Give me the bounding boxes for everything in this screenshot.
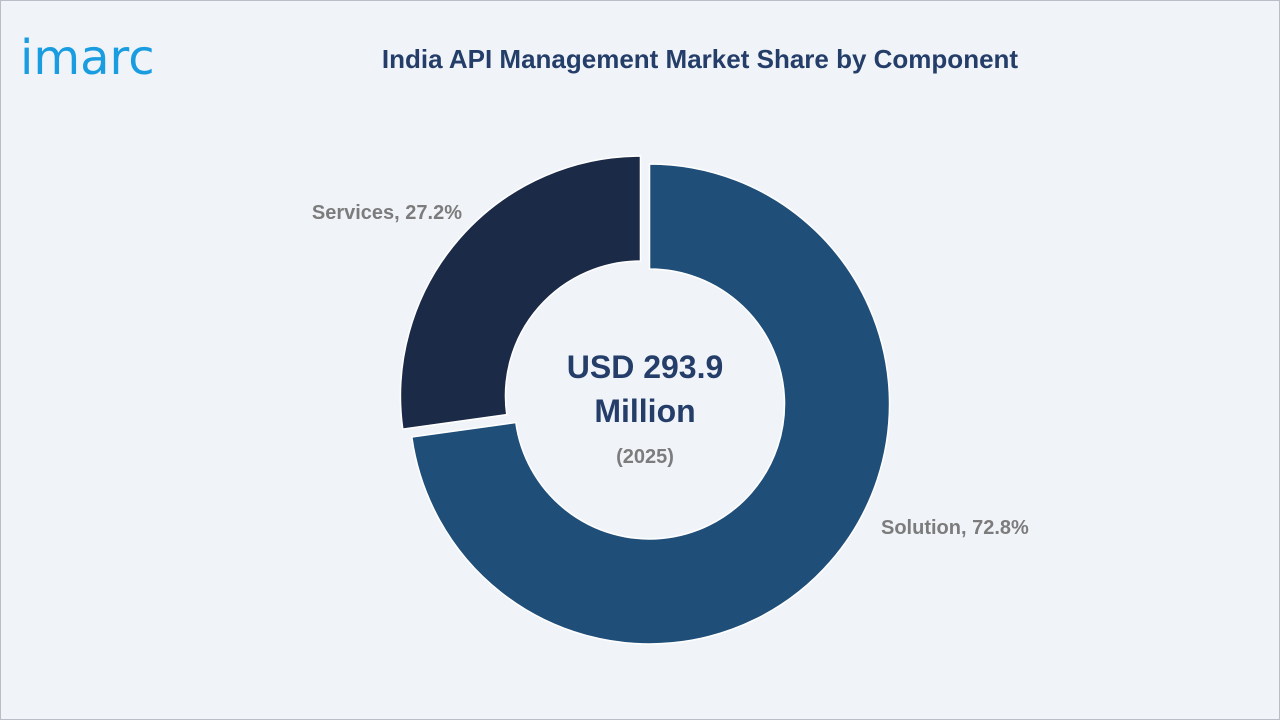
chart-title: India API Management Market Share by Com… [381, 44, 1019, 74]
imarc-logo: imarc [20, 30, 155, 86]
slice-label-services: Services, 27.2% [312, 202, 462, 224]
center-summary: USD 293.9 Million (2025) [567, 349, 724, 468]
slice-labels: Solution, 72.8% Services, 27.2% [312, 202, 1029, 539]
logo-text: imarc [20, 30, 155, 86]
center-year: (2025) [616, 446, 674, 468]
center-value-line2: Million [594, 393, 695, 429]
center-value-line1: USD 293.9 [567, 349, 724, 385]
slice-label-solution: Solution, 72.8% [881, 517, 1029, 539]
donut-slice-services [399, 155, 642, 430]
donut-slice-solution [410, 163, 891, 645]
donut-slices [399, 155, 891, 645]
